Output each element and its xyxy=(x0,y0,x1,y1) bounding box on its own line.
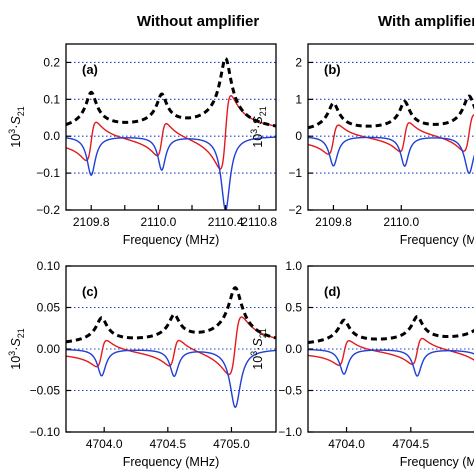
y-tick-label: 0.10 xyxy=(37,259,61,273)
x-axis-label: Frequency (MHz) xyxy=(123,233,220,247)
x-tick-label: 2109.8 xyxy=(73,215,110,229)
panel-1: −2 −1 0 1 2 2109.8 2110.0 Frequency (MHz) 103·S2… xyxy=(249,43,474,247)
x-axis-label: Frequency (MHz) xyxy=(123,455,220,469)
panel-label: (d) xyxy=(324,284,341,299)
series-imag xyxy=(66,136,276,210)
y-tick-label: 0.5 xyxy=(285,301,302,315)
x-tick-label: 2110.8 xyxy=(241,215,277,229)
series-real xyxy=(66,94,276,170)
x-tick-label: 2109.8 xyxy=(315,215,352,229)
series-imag xyxy=(66,348,276,409)
y-axis-label: 103·S21 xyxy=(249,328,268,369)
x-tick-label: 2110.4 xyxy=(208,215,244,229)
panel-3: −1.0 −0.5 0.0 0.5 1.0 4704.0 4704.5 Frequency (… xyxy=(249,259,474,469)
panel-label: (c) xyxy=(82,284,98,299)
panel-0: −0.2 −0.1 0.0 0.1 0.2 2109.8 2110.0 2110.42110.… xyxy=(7,43,277,247)
y-tick-label: −0.10 xyxy=(30,425,61,439)
axes-frame xyxy=(65,43,277,211)
series-magnitude xyxy=(66,56,276,128)
series-real xyxy=(308,337,474,366)
series-magnitude xyxy=(308,94,474,130)
y-tick-label: 1 xyxy=(295,92,302,106)
series-real xyxy=(308,114,474,155)
x-axis-label: Frequency (MHz) xyxy=(400,233,474,247)
y-tick-label: 0.0 xyxy=(43,129,60,143)
x-tick-label: 4704.0 xyxy=(86,437,123,451)
y-tick-label: 0.2 xyxy=(43,55,60,69)
y-tick-label: −0.5 xyxy=(278,384,302,398)
y-tick-label: −1.0 xyxy=(278,425,302,439)
column-title-right: With amplifier xyxy=(378,13,474,30)
axes-frame xyxy=(307,43,474,211)
x-axis-label: Frequency (MHz) xyxy=(400,455,474,469)
y-axis-label: 103·S21 xyxy=(7,328,26,369)
y-tick-label: 2 xyxy=(295,55,302,69)
y-tick-label: 0.1 xyxy=(43,92,60,106)
y-tick-label: −1 xyxy=(288,166,302,180)
panel-label: (a) xyxy=(82,62,98,77)
x-tick-label: 4705.0 xyxy=(213,437,250,451)
panel-2: −0.10 −0.05 0.00 0.05 0.10 4704.0 4704.5 4705.0… xyxy=(7,259,277,469)
y-tick-label: −0.1 xyxy=(36,166,60,180)
x-tick-label: 4704.5 xyxy=(392,437,429,451)
y-tick-label: 1.0 xyxy=(285,259,302,273)
column-title-left: Without amplifier xyxy=(137,13,260,30)
y-tick-label: 0.0 xyxy=(285,342,302,356)
y-tick-label: 0.05 xyxy=(37,301,61,315)
y-axis-label: 103·S21 xyxy=(249,106,268,147)
series-magnitude xyxy=(308,315,474,345)
y-tick-label: −0.05 xyxy=(30,384,61,398)
x-tick-label: 4704.5 xyxy=(149,437,186,451)
y-tick-label: 0 xyxy=(295,129,302,143)
y-tick-label: −0.2 xyxy=(36,203,60,217)
series-imag xyxy=(308,136,474,175)
x-tick-label: 4704.0 xyxy=(328,437,365,451)
x-tick-label: 2110.0 xyxy=(140,215,176,229)
y-axis-label: 103·S21 xyxy=(7,106,26,147)
x-tick-label: 2110.0 xyxy=(383,215,419,229)
panel-label: (b) xyxy=(324,62,341,77)
series-magnitude xyxy=(66,286,276,344)
series-imag xyxy=(308,348,474,377)
y-tick-label: −2 xyxy=(288,203,302,217)
series-real xyxy=(66,316,276,376)
y-tick-label: 0.00 xyxy=(37,342,61,356)
